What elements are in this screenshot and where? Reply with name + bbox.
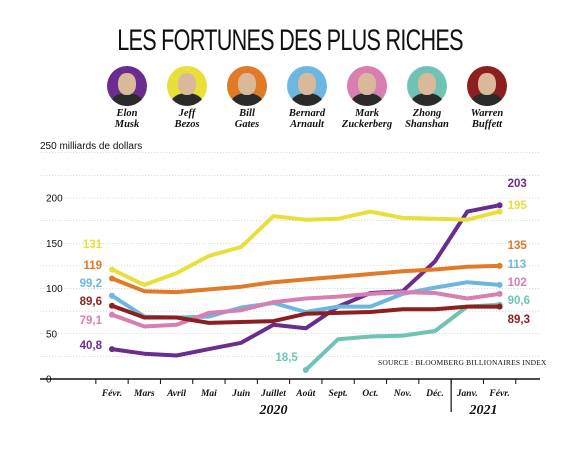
first-name: Jeff <box>178 108 196 119</box>
series-end-point <box>496 290 503 297</box>
series-end-point <box>496 303 503 310</box>
first-name: Elon <box>116 108 138 119</box>
series-end-label: 135 <box>508 240 528 252</box>
person-name: Zhong Shanshan <box>398 108 456 130</box>
x-tick-label: Juillet <box>260 389 286 399</box>
first-name: Bernard <box>288 108 326 119</box>
x-tick-label: Août <box>295 389 315 399</box>
person-5: Zhong Shanshan <box>398 66 456 130</box>
series-start-point <box>109 346 115 353</box>
series-end-label: 195 <box>508 200 528 212</box>
last-name: Buffett <box>471 119 503 130</box>
x-tick-label: Avril <box>166 389 186 399</box>
x-tick-label: Févr. <box>488 389 509 399</box>
person-2: Bill Gates <box>218 66 276 130</box>
person-name: Bernard Arnault <box>278 108 336 130</box>
series-end-point <box>496 208 503 215</box>
series-end-point <box>496 262 503 269</box>
last-name: Musk <box>114 119 140 130</box>
series-line <box>110 209 502 287</box>
jeff-bezos-portrait <box>167 66 207 106</box>
first-name: Zhong <box>412 108 442 119</box>
y-unit-label: 250 milliards de dollars <box>40 141 143 152</box>
year-label: 2020 <box>259 403 288 418</box>
y-tick-label: 0 <box>46 375 52 386</box>
person-4: Mark Zuckerberg <box>338 66 396 130</box>
series-start-point <box>109 275 115 282</box>
last-name: Bezos <box>174 119 200 130</box>
person-name: Jeff Bezos <box>158 108 216 130</box>
series-end-label: 90,6 <box>508 295 530 307</box>
y-tick-label: 50 <box>46 329 58 340</box>
first-name: Bill <box>239 108 255 119</box>
last-name: Shanshan <box>405 119 449 130</box>
x-tick-label: Sept. <box>328 389 347 399</box>
series-start-label: 89,6 <box>80 296 102 308</box>
series-start-label: 131 <box>83 239 103 251</box>
series-end-label: 113 <box>508 259 527 271</box>
series-start-label: 79,1 <box>80 315 103 327</box>
elon-musk-portrait <box>107 66 147 106</box>
people-legend: Elon Musk Jeff Bezos Bill Gates Bernard Arnault… <box>98 66 518 140</box>
series-start-point <box>302 366 309 373</box>
x-tick-label: Nov. <box>393 389 412 399</box>
series-end-point <box>496 281 503 288</box>
series-line <box>110 203 502 358</box>
series-end-label: 89,3 <box>508 314 530 326</box>
x-tick-label: Oct. <box>362 389 378 399</box>
series-start-point <box>109 266 115 273</box>
series-start-point <box>109 311 115 318</box>
series-line <box>110 290 502 329</box>
series-end-label: 203 <box>508 178 527 190</box>
series-start-label: 119 <box>83 260 102 272</box>
series-start-label: 18,5 <box>275 352 298 364</box>
bernard-arnault-portrait <box>287 66 327 106</box>
person-name: Bill Gates <box>218 108 276 130</box>
last-name: Gates <box>234 119 260 130</box>
x-tick-label: Févr. <box>101 389 122 399</box>
chart-title: LES FORTUNES DES PLUS RICHES <box>117 24 463 57</box>
person-1: Jeff Bezos <box>158 66 216 130</box>
person-3: Bernard Arnault <box>278 66 336 130</box>
y-tick-label: 150 <box>46 239 63 250</box>
x-tick-label: Juin <box>231 389 250 399</box>
series-end-point <box>496 202 503 209</box>
x-tick-label: Déc. <box>425 389 444 399</box>
series-line <box>110 263 502 295</box>
x-tick-label: Janv. <box>456 389 478 399</box>
x-tick-label: Mars <box>133 389 155 399</box>
source-note: SOURCE : BLOOMBERG BILLIONAIRES INDEX <box>378 358 547 367</box>
person-6: Warren Buffett <box>458 66 516 130</box>
first-name: Mark <box>355 108 379 119</box>
series-start-label: 99,2 <box>80 278 102 290</box>
first-name: Warren <box>470 108 504 119</box>
last-name: Arnault <box>290 119 324 130</box>
x-tick-label: Mai <box>200 389 217 399</box>
series-end-label: 102 <box>508 277 527 289</box>
bill-gates-portrait <box>227 66 267 106</box>
person-name: Elon Musk <box>98 108 156 130</box>
person-name: Mark Zuckerberg <box>338 108 396 130</box>
last-name: Zuckerberg <box>341 119 393 130</box>
person-name: Warren Buffett <box>458 108 516 130</box>
warren-buffett-portrait <box>467 66 507 106</box>
year-label: 2021 <box>468 403 497 418</box>
y-tick-label: 200 <box>46 194 63 205</box>
series-start-label: 40,8 <box>80 340 103 352</box>
series-line <box>110 303 502 325</box>
series-start-point <box>109 302 115 309</box>
series-start-point <box>109 292 115 299</box>
zhong-shanshan-portrait <box>407 66 447 106</box>
person-0: Elon Musk <box>98 66 156 130</box>
mark-zuckerberg-portrait <box>347 66 387 106</box>
y-tick-label: 100 <box>46 284 63 295</box>
